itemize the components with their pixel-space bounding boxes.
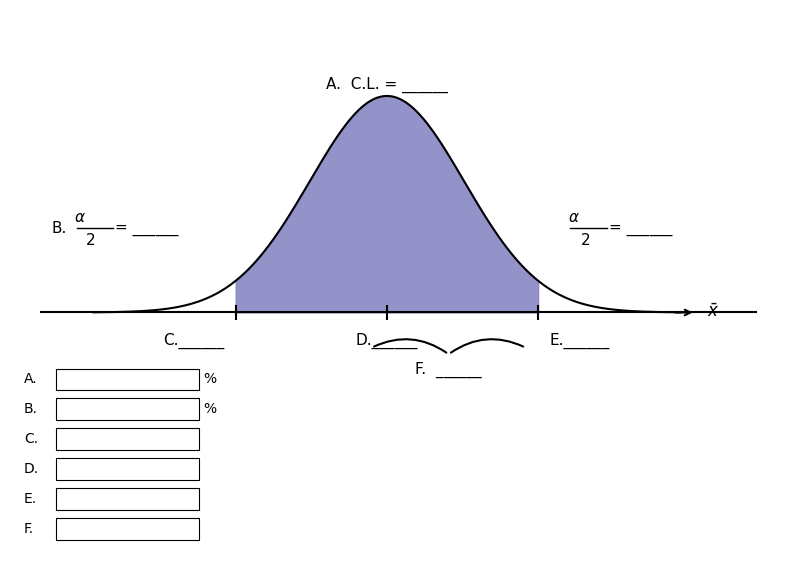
FancyBboxPatch shape	[56, 458, 199, 480]
Text: $\bar{x}$: $\bar{x}$	[707, 304, 720, 321]
Text: α: α	[568, 210, 578, 225]
FancyBboxPatch shape	[56, 518, 199, 540]
Text: α: α	[75, 210, 84, 225]
Text: 2: 2	[86, 233, 96, 249]
FancyBboxPatch shape	[56, 369, 199, 390]
Text: F.: F.	[24, 522, 34, 536]
Text: E.______: E.______	[550, 333, 610, 350]
Text: %: %	[203, 373, 216, 386]
Text: 2: 2	[581, 233, 591, 249]
FancyBboxPatch shape	[56, 488, 199, 510]
Text: E.: E.	[24, 492, 37, 506]
Text: B.: B.	[24, 402, 38, 416]
Text: = ______: = ______	[609, 221, 673, 236]
Text: %: %	[203, 402, 216, 416]
Text: A.: A.	[24, 373, 37, 386]
Text: = ______: = ______	[116, 221, 179, 236]
Text: C.: C.	[24, 432, 38, 446]
Text: D.: D.	[24, 462, 39, 476]
Text: D.______: D.______	[355, 333, 418, 350]
FancyBboxPatch shape	[56, 398, 199, 420]
FancyBboxPatch shape	[56, 428, 199, 450]
Text: A.  C.L. = ______: A. C.L. = ______	[326, 76, 448, 92]
Text: C.______: C.______	[163, 333, 224, 350]
Text: F.  ______: F. ______	[415, 361, 482, 378]
Text: B.: B.	[52, 221, 67, 236]
